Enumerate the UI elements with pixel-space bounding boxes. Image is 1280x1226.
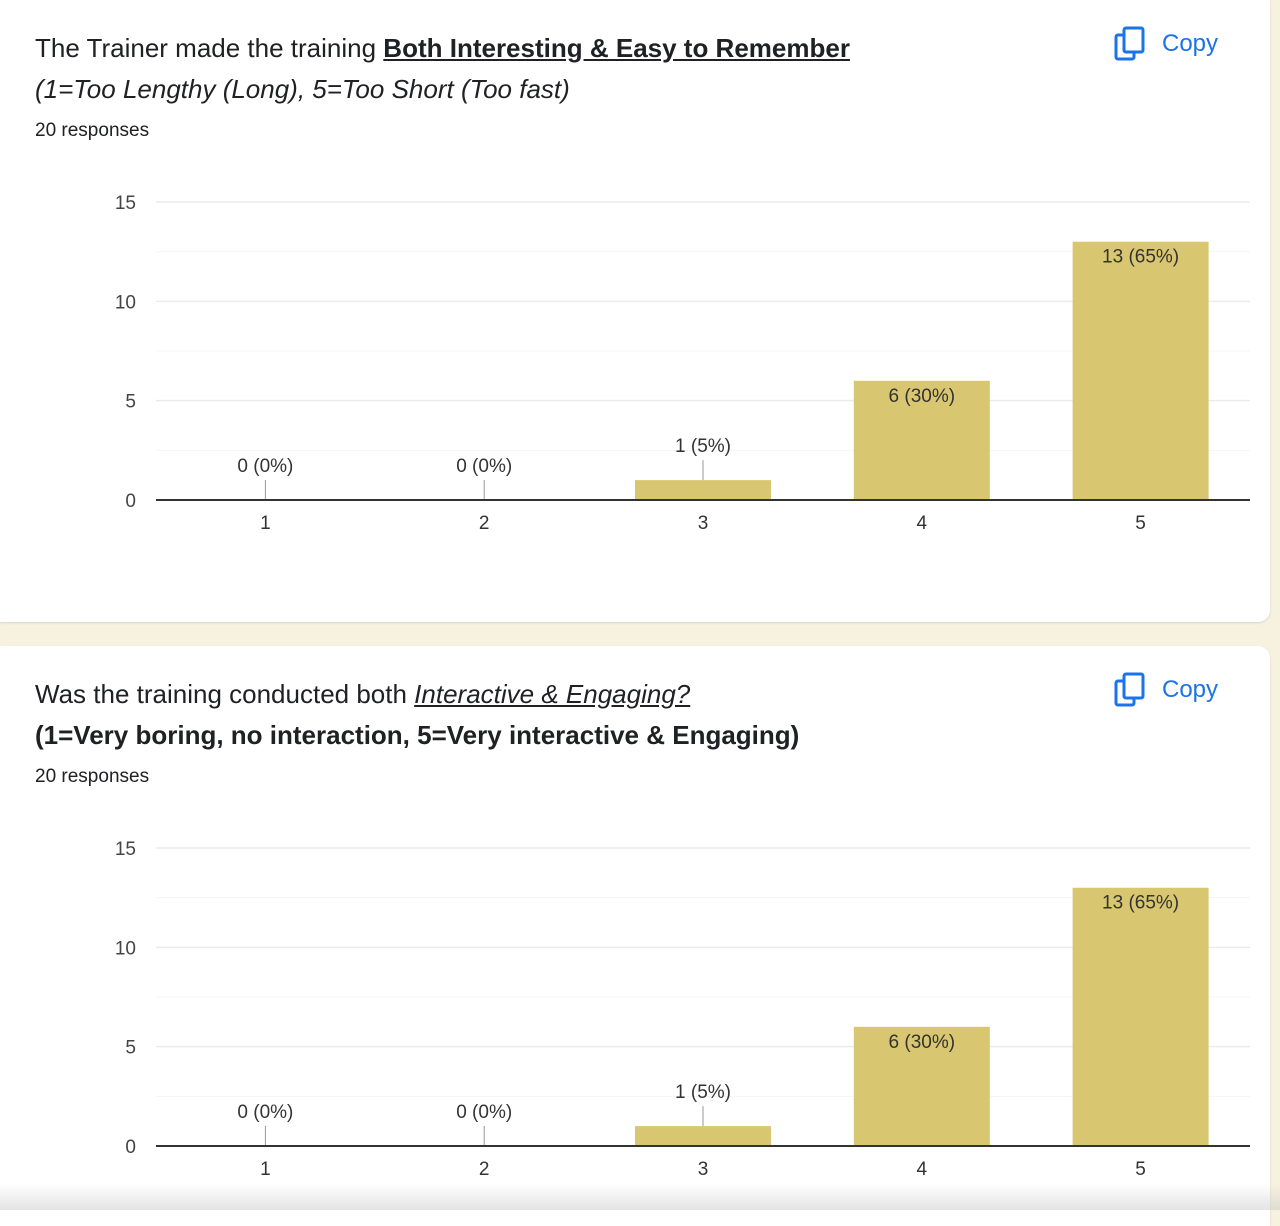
x-tick-label: 1 bbox=[260, 513, 271, 534]
y-tick-label: 0 bbox=[125, 1137, 136, 1158]
x-tick-label: 5 bbox=[1135, 513, 1146, 534]
question-title-emphasis: Interactive & Engaging? bbox=[414, 679, 691, 709]
bar bbox=[853, 380, 990, 500]
copy-icon bbox=[1114, 26, 1146, 62]
x-tick-label: 1 bbox=[260, 1159, 271, 1180]
data-label: 13 (65%) bbox=[1102, 247, 1179, 268]
data-label: 0 (0%) bbox=[456, 1102, 512, 1123]
x-tick-label: 5 bbox=[1135, 1159, 1146, 1180]
responses-count: 20 responses bbox=[35, 120, 150, 141]
data-label: 1 (5%) bbox=[675, 436, 731, 457]
data-label: 0 (0%) bbox=[237, 456, 293, 477]
x-tick-label: 2 bbox=[479, 513, 490, 534]
copy-label: Copy bbox=[1162, 30, 1219, 57]
bar-chart: 0 5 10 15 0 (0%) 1 0 (0%) 2 1 (5%) 3 6 (30%) 4 13 (6… bbox=[115, 193, 1250, 534]
bar bbox=[635, 480, 771, 500]
copy-icon bbox=[1114, 672, 1146, 708]
data-label: 0 (0%) bbox=[456, 456, 512, 477]
question-title-emphasis: Both Interesting & Easy to Remember bbox=[383, 33, 850, 63]
bar bbox=[1072, 241, 1209, 500]
y-tick-label: 10 bbox=[115, 292, 136, 313]
x-tick-label: 3 bbox=[698, 513, 709, 534]
data-label: 1 (5%) bbox=[675, 1082, 731, 1103]
copy-label: Copy bbox=[1162, 676, 1219, 703]
question-title: Was the training conducted both Interact… bbox=[35, 674, 1075, 756]
bar-chart: 0 5 10 15 0 (0%) 1 0 (0%) 2 1 (5%) 3 6 (30%) 4 13 (6… bbox=[115, 839, 1250, 1180]
bar bbox=[1072, 887, 1209, 1146]
question-title-line: The Trainer made the training Both Inter… bbox=[35, 28, 1075, 69]
question-subtitle: (1=Too Lengthy (Long), 5=Too Short (Too … bbox=[35, 74, 570, 104]
x-tick-label: 4 bbox=[917, 1159, 928, 1180]
question-card: Was the training conducted both Interact… bbox=[0, 646, 1270, 1226]
question-card: The Trainer made the training Both Inter… bbox=[0, 0, 1270, 622]
y-tick-label: 10 bbox=[115, 938, 136, 959]
data-label: 6 (30%) bbox=[889, 386, 956, 407]
question-title: The Trainer made the training Both Inter… bbox=[35, 28, 1075, 110]
data-label: 13 (65%) bbox=[1102, 893, 1179, 914]
data-label: 6 (30%) bbox=[889, 1032, 956, 1053]
copy-button[interactable]: Copy bbox=[1114, 670, 1218, 710]
x-tick-label: 2 bbox=[479, 1159, 490, 1180]
bar bbox=[635, 1126, 771, 1146]
question-title-text: The Trainer made the training bbox=[35, 33, 384, 63]
data-label: 0 (0%) bbox=[237, 1102, 293, 1123]
responses-count: 20 responses bbox=[35, 766, 150, 787]
x-tick-label: 3 bbox=[698, 1159, 709, 1180]
y-tick-label: 15 bbox=[115, 839, 136, 860]
copy-button[interactable]: Copy bbox=[1114, 24, 1218, 64]
y-tick-label: 15 bbox=[115, 193, 136, 214]
y-tick-label: 0 bbox=[125, 491, 136, 512]
bar bbox=[853, 1026, 990, 1146]
y-tick-label: 5 bbox=[125, 392, 136, 413]
x-tick-label: 4 bbox=[917, 513, 928, 534]
question-title-text: Was the training conducted both bbox=[35, 679, 415, 709]
question-subtitle: (1=Very boring, no interaction, 5=Very i… bbox=[35, 720, 800, 750]
y-tick-label: 5 bbox=[125, 1038, 136, 1059]
question-title-line: Was the training conducted both Interact… bbox=[35, 674, 1075, 715]
